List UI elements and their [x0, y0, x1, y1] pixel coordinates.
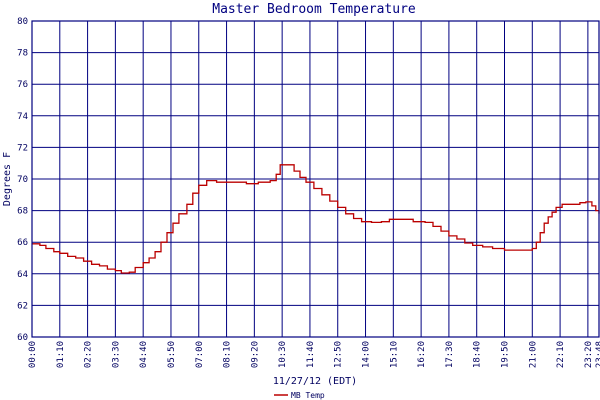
y-tick-label: 80 — [17, 17, 28, 27]
x-tick-label: 08:10 — [223, 341, 233, 368]
x-tick-label: 01:10 — [56, 341, 66, 368]
x-tick-label: 15:10 — [389, 341, 399, 368]
y-tick-label: 68 — [17, 207, 28, 217]
x-tick-label: 05:50 — [167, 341, 177, 368]
legend-label-mb-temp: MB Temp — [291, 391, 325, 400]
chart-title: Master Bedroom Temperature — [212, 2, 416, 17]
x-tick-label: 02:20 — [84, 341, 94, 368]
y-tick-label: 76 — [17, 80, 28, 90]
y-axis-label: Degrees F — [2, 152, 13, 206]
legend: MB Temp — [274, 391, 325, 400]
y-tick-labels: 60 62 64 66 68 70 72 74 76 78 80 — [17, 17, 28, 343]
y-tick-label: 78 — [17, 49, 28, 59]
y-tick-label: 72 — [17, 143, 28, 153]
x-tick-label: 18:40 — [473, 341, 483, 368]
y-tick-label: 74 — [17, 112, 28, 122]
x-tick-label: 11:40 — [306, 341, 316, 368]
x-tick-label: 21:00 — [528, 341, 538, 368]
x-tick-label: 19:50 — [501, 341, 511, 368]
x-tick-label: 09:20 — [250, 341, 260, 368]
y-tick-label: 60 — [17, 333, 28, 343]
x-tick-label: 14:00 — [362, 341, 372, 368]
x-tick-label: 03:30 — [111, 341, 121, 368]
x-tick-label: 04:40 — [139, 341, 149, 368]
x-tick-label: 07:00 — [195, 341, 205, 368]
plot-border — [31, 20, 600, 338]
y-tick-label: 66 — [17, 238, 28, 248]
y-tick-label: 70 — [17, 175, 28, 185]
x-tick-label: 10:30 — [278, 341, 288, 368]
x-tick-label: 22:10 — [556, 341, 566, 368]
x-tick-label: 23:48 — [595, 341, 600, 368]
x-tick-labels: 00:00 01:10 02:20 03:30 04:40 05:50 07:00 08:10… — [28, 341, 600, 368]
x-tick-label: 17:30 — [445, 341, 455, 368]
x-tick-label: 16:20 — [417, 341, 427, 368]
y-tick-label: 64 — [17, 270, 28, 280]
y-tick-label: 62 — [17, 301, 28, 311]
x-tick-label: 23:20 — [584, 341, 594, 368]
x-axis-label: 11/27/12 (EDT) — [273, 376, 357, 387]
x-tick-label: 12:50 — [334, 341, 344, 368]
series-line-mb-temp — [32, 164, 600, 274]
x-tick-label: 00:00 — [28, 341, 38, 368]
